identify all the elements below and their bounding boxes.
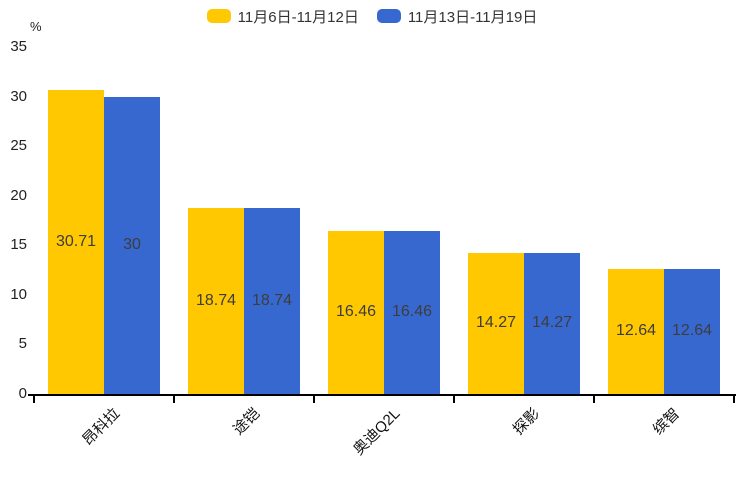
y-axis-tick-label: 0 xyxy=(18,385,27,402)
bar-series1-cat4: 14.27 xyxy=(468,252,524,394)
legend-item-label: 11月13日-11月19日 xyxy=(407,8,538,26)
bar-value-label: 16.46 xyxy=(391,303,433,321)
x-category-label-text: 探影 xyxy=(509,405,544,439)
x-axis-tick-mark xyxy=(33,394,35,403)
y-axis-tick-label: 10 xyxy=(10,285,27,303)
x-axis-tick-mark xyxy=(733,394,735,403)
y-axis-tick-label: 5 xyxy=(18,335,27,353)
x-category-label-text: 缤智 xyxy=(649,405,684,439)
bar-series2-cat3: 16.46 xyxy=(384,230,440,394)
bar-value-label: 12.64 xyxy=(615,322,657,340)
x-axis-tick-mark xyxy=(173,394,175,403)
x-axis-tick-mark xyxy=(453,394,455,403)
y-axis-unit-label: % xyxy=(30,19,42,34)
x-axis-tick-mark xyxy=(313,394,315,403)
legend-swatch-icon xyxy=(206,9,231,23)
bar-series2-cat4: 14.27 xyxy=(524,252,580,394)
bar-series2-cat5: 12.64 xyxy=(664,268,720,394)
legend-item-series-1[interactable]: 11月6日-11月12日 xyxy=(206,6,359,27)
y-axis-tick-label: 20 xyxy=(10,186,27,204)
bar-series1-cat2: 18.74 xyxy=(188,208,244,394)
bar-series2-cat1: 30 xyxy=(104,96,160,394)
bar-value-label: 30.71 xyxy=(55,232,97,250)
bar-value-label: 18.74 xyxy=(195,292,237,310)
bar-series1-cat5: 12.64 xyxy=(608,268,664,394)
x-axis-tick-mark xyxy=(593,394,595,403)
x-category-label-text: 昂科拉 xyxy=(79,405,124,449)
y-axis-tick-label: 35 xyxy=(10,38,27,55)
legend-item-label: 11月6日-11月12日 xyxy=(237,8,359,26)
bar-series1-cat3: 16.46 xyxy=(328,230,384,394)
y-axis-tick-label: 25 xyxy=(10,137,27,155)
bar-value-label: 14.27 xyxy=(531,314,573,332)
bar-value-label: 18.74 xyxy=(251,292,293,310)
bar-value-label: 14.27 xyxy=(475,314,517,332)
x-axis-line xyxy=(28,394,736,396)
bar-series1-cat1: 30.71 xyxy=(48,89,104,394)
legend-item-series-2[interactable]: 11月13日-11月19日 xyxy=(376,6,538,27)
x-category-label-text: 途铠 xyxy=(229,405,264,439)
bar-value-label: 16.46 xyxy=(335,303,377,321)
legend-swatch-icon xyxy=(376,9,401,23)
bar-value-label: 12.64 xyxy=(671,322,713,340)
bar-value-label: 30 xyxy=(123,236,141,254)
x-category-label-text: 奥迪Q2L xyxy=(349,405,404,459)
chart-legend: 11月6日-11月12日 11月13日-11月19日 xyxy=(0,6,744,26)
bar-series2-cat2: 18.74 xyxy=(244,208,300,394)
y-axis-tick-label: 30 xyxy=(10,87,27,105)
y-axis-tick-label: 15 xyxy=(10,236,27,254)
